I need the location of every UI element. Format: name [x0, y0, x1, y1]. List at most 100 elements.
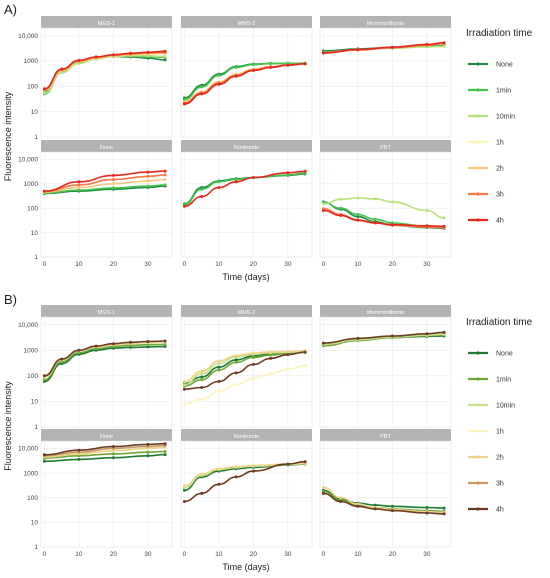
- y-tick-label: 10: [31, 109, 39, 116]
- legend-swatch-dot: [476, 351, 480, 355]
- data-point: [163, 442, 167, 446]
- data-point: [42, 91, 46, 95]
- legend-label-1h: 1h: [496, 140, 504, 147]
- y-tick-label: 10: [31, 520, 39, 527]
- data-point: [111, 173, 115, 177]
- y-tick-label: 10,000: [18, 33, 38, 40]
- data-point: [163, 55, 167, 58]
- data-point: [251, 351, 255, 355]
- facet-none: None 1 10 100 1000 10,000 0 10 20 30: [18, 140, 173, 268]
- data-point: [442, 512, 446, 516]
- data-point: [234, 358, 238, 362]
- legend-swatch-dot: [476, 218, 480, 222]
- data-point: [111, 452, 115, 456]
- data-point: [251, 176, 255, 179]
- y-tick-label: 100: [27, 205, 38, 212]
- x-tick-label: 0: [43, 261, 47, 268]
- facet-mms-2: MMS-2: [180, 16, 313, 138]
- x-axis-title: Time (days): [222, 562, 269, 572]
- data-point: [163, 183, 167, 187]
- x-tick-label: 10: [75, 551, 83, 558]
- data-point: [217, 380, 221, 383]
- facet-title: PBT: [380, 145, 391, 151]
- data-point: [339, 500, 343, 503]
- data-point: [303, 460, 307, 464]
- data-point: [356, 502, 360, 506]
- data-point: [42, 378, 46, 382]
- legend-label-4h: 4h: [496, 507, 504, 514]
- facet-mgs-1: MGS-1 1 10 100 1000 10,000: [18, 305, 173, 431]
- y-tick-label: 10,000: [18, 157, 38, 164]
- data-point: [146, 442, 150, 446]
- legend-label-none: None: [496, 351, 513, 358]
- legend-label-1min: 1min: [496, 377, 511, 384]
- x-tick-label: 30: [144, 261, 152, 268]
- y-tick-label: 1: [34, 544, 38, 551]
- facet-mms-2: MMS-2: [180, 305, 313, 428]
- data-point: [339, 214, 343, 217]
- data-point: [234, 371, 238, 375]
- data-point: [442, 44, 446, 48]
- data-point: [442, 41, 446, 45]
- facet-strip: [41, 305, 172, 317]
- data-point: [303, 62, 307, 66]
- data-point: [425, 506, 429, 509]
- data-point: [251, 63, 255, 67]
- data-point: [77, 180, 81, 184]
- data-point: [182, 380, 186, 383]
- data-point: [77, 188, 81, 192]
- y-tick-label: 1000: [24, 181, 39, 188]
- data-point: [200, 92, 204, 96]
- data-point: [146, 179, 150, 183]
- x-tick-label: 10: [354, 261, 362, 268]
- data-point: [182, 484, 186, 488]
- data-point: [390, 223, 394, 227]
- plot-area: [319, 151, 452, 258]
- legend-label-1h: 1h: [496, 429, 504, 436]
- x-tick-label: 30: [423, 551, 431, 558]
- data-point: [303, 169, 307, 173]
- data-point: [390, 200, 394, 204]
- data-point: [77, 186, 81, 189]
- legend-label-2h: 2h: [496, 166, 504, 173]
- data-point: [356, 504, 360, 508]
- y-tick-label: 1: [34, 424, 38, 431]
- data-point: [146, 174, 150, 178]
- data-point: [146, 450, 150, 454]
- y-tick-label: 1: [34, 254, 38, 261]
- legend-swatch-dot: [476, 166, 480, 170]
- y-tick-label: 10,000: [18, 446, 38, 453]
- x-tick-label: 10: [75, 261, 83, 268]
- x-tick-label: 0: [183, 551, 187, 558]
- data-point: [163, 342, 167, 346]
- data-point: [217, 365, 221, 369]
- data-point: [234, 74, 238, 78]
- data-point: [217, 82, 221, 86]
- x-tick-label: 0: [322, 261, 326, 268]
- data-point: [111, 449, 115, 453]
- data-point: [425, 209, 429, 212]
- data-point: [146, 170, 150, 174]
- data-point: [42, 453, 46, 457]
- plot-area: [319, 440, 452, 548]
- legend-swatch-dot: [476, 88, 480, 92]
- facet-title: Nontronite: [234, 145, 259, 151]
- data-point: [425, 42, 429, 46]
- facet-strip: [181, 305, 312, 317]
- data-point: [425, 511, 429, 515]
- facet-strip: [181, 16, 312, 28]
- data-point: [111, 186, 115, 190]
- y-tick-label: 1000: [24, 470, 39, 477]
- y-tick-label: 1000: [24, 347, 39, 354]
- legend-label-4h: 4h: [496, 218, 504, 225]
- facet-title: Montmorillonite: [367, 310, 404, 316]
- data-point: [163, 58, 167, 62]
- data-point: [234, 475, 238, 479]
- legend-swatch-dot: [476, 403, 480, 407]
- data-point: [217, 482, 221, 486]
- data-point: [356, 336, 360, 340]
- plot-area: [180, 151, 313, 258]
- data-point: [200, 386, 204, 389]
- y-tick-label: 100: [27, 495, 38, 502]
